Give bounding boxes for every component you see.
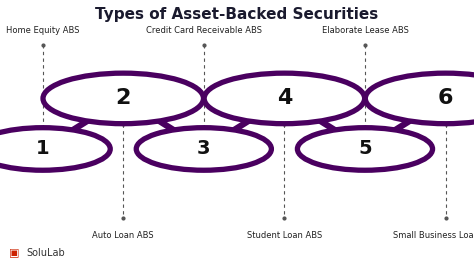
Text: Types of Asset-Backed Securities: Types of Asset-Backed Securities <box>95 7 379 22</box>
Text: Small Business Loan ABS: Small Business Loan ABS <box>393 231 474 240</box>
Text: 4: 4 <box>277 88 292 109</box>
Text: 2: 2 <box>116 88 131 109</box>
Ellipse shape <box>204 73 365 124</box>
Text: 3: 3 <box>197 139 210 159</box>
Ellipse shape <box>365 73 474 124</box>
Text: Elaborate Lease ABS: Elaborate Lease ABS <box>321 26 409 35</box>
Ellipse shape <box>297 128 433 170</box>
Ellipse shape <box>0 128 110 170</box>
Ellipse shape <box>136 128 272 170</box>
Text: Home Equity ABS: Home Equity ABS <box>6 26 80 35</box>
Text: ▣: ▣ <box>9 248 19 258</box>
Text: 5: 5 <box>358 139 372 159</box>
Text: SoluLab: SoluLab <box>26 248 65 258</box>
Text: Credit Card Receivable ABS: Credit Card Receivable ABS <box>146 26 262 35</box>
Text: 1: 1 <box>36 139 49 159</box>
Ellipse shape <box>43 73 203 124</box>
Text: 6: 6 <box>438 88 453 109</box>
Text: Auto Loan ABS: Auto Loan ABS <box>92 231 154 240</box>
Text: Student Loan ABS: Student Loan ABS <box>247 231 322 240</box>
